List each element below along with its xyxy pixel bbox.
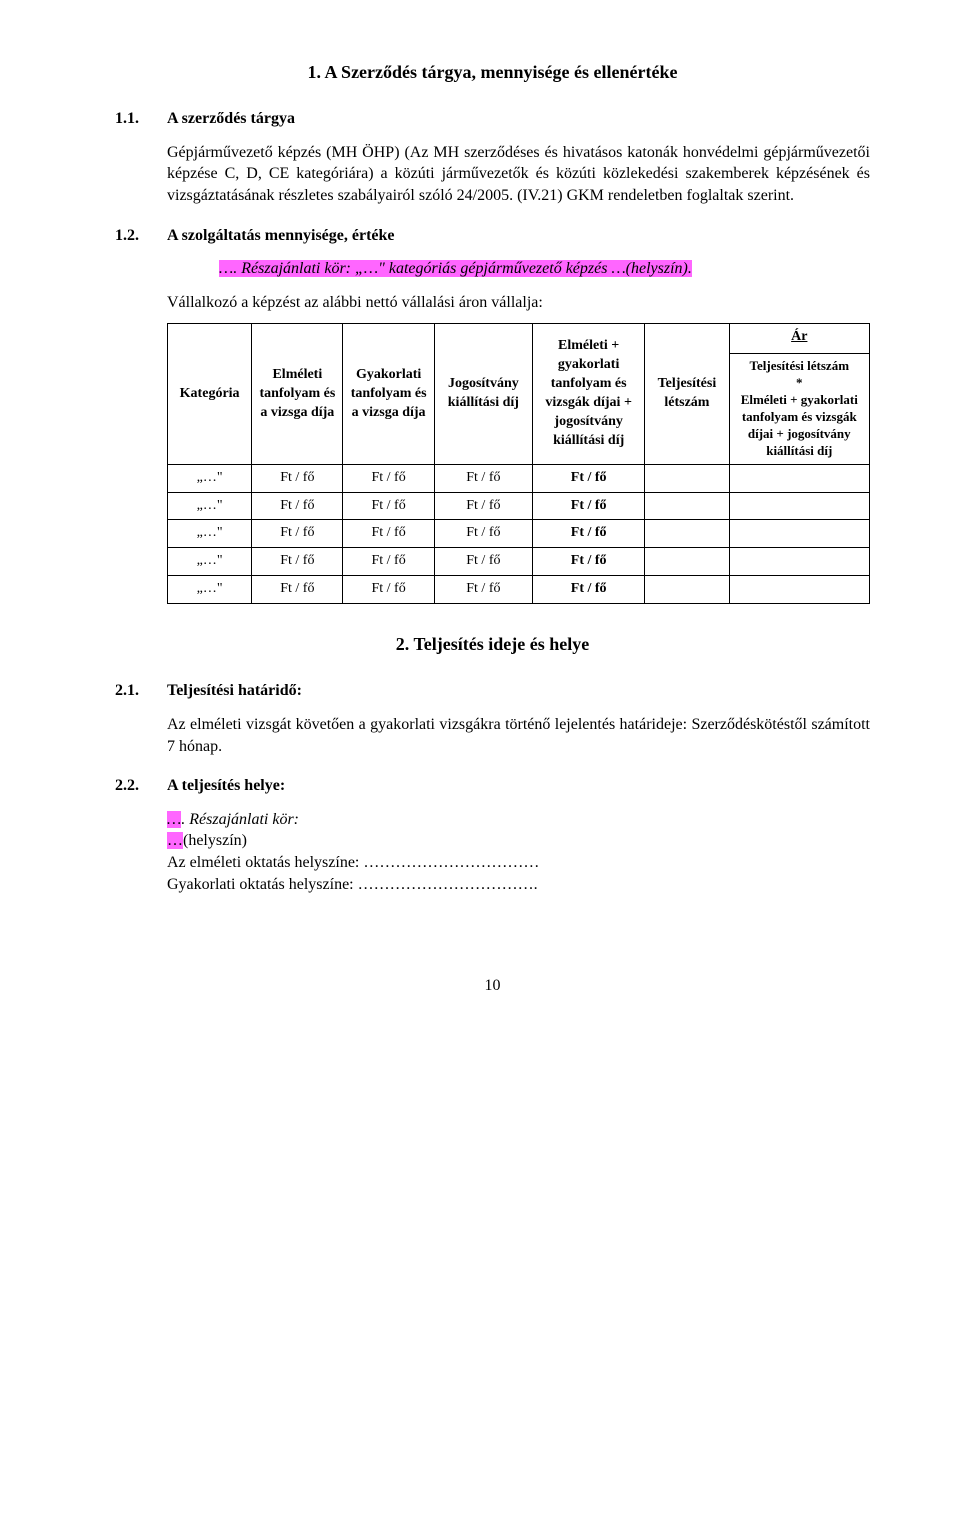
sub-1-1-number: 1.1. (115, 108, 139, 130)
cell-category: „…" (168, 520, 252, 548)
resz-line: …. Részajánlati kör: (167, 809, 870, 831)
table-cell: Ft / fő (434, 464, 532, 492)
table-row: „…"Ft / főFt / főFt / főFt / fő (168, 548, 870, 576)
table-cell: Ft / fő (434, 548, 532, 576)
table-cell-sum: Ft / fő (533, 492, 645, 520)
table-cell: Ft / fő (434, 492, 532, 520)
table-cell-sum: Ft / fő (533, 548, 645, 576)
table-cell-letszam (645, 576, 729, 604)
highlight-prefix: … (219, 260, 233, 277)
gyakorlati-line: Gyakorlati oktatás helyszíne: …………………………… (167, 874, 870, 896)
sub-1-2-number: 1.2. (115, 225, 139, 247)
sub-1-1-label: A szerződés tárgya (167, 108, 295, 130)
table-cell-total (729, 576, 869, 604)
sub-2-2-label: A teljesítés helye: (167, 775, 285, 797)
table-row: „…"Ft / főFt / főFt / főFt / fő (168, 520, 870, 548)
table-cell: Ft / fő (434, 576, 532, 604)
cell-category: „…" (168, 492, 252, 520)
table-cell: Ft / fő (343, 492, 434, 520)
table-row: „…"Ft / főFt / főFt / főFt / fő (168, 576, 870, 604)
table-cell: Ft / fő (252, 548, 343, 576)
header-ar: Ár (729, 324, 869, 354)
table-cell-sum: Ft / fő (533, 576, 645, 604)
header-kategoria: Kategória (168, 324, 252, 464)
table-cell-total (729, 492, 869, 520)
sub-2-1-label: Teljesítési határidő: (167, 680, 302, 702)
table-cell-total (729, 464, 869, 492)
paragraph-2-1: Az elméleti vizsgát követően a gyakorlat… (167, 714, 870, 757)
paragraph-1-1: Gépjárművezető képzés (MH ÖHP) (Az MH sz… (167, 142, 870, 207)
sub-1-2-label: A szolgáltatás mennyisége, értéke (167, 225, 395, 247)
table-row: „…"Ft / főFt / főFt / főFt / fő (168, 492, 870, 520)
helyszin-line: …(helyszín) (167, 830, 870, 852)
resz-body: . Részajánlati kör: (181, 811, 299, 828)
table-cell-total (729, 548, 869, 576)
table-cell-total (729, 520, 869, 548)
table-cell: Ft / fő (252, 520, 343, 548)
table-cell: Ft / fő (252, 464, 343, 492)
header-jogositvany: Jogosítvány kiállítási díj (434, 324, 532, 464)
header-last-text: Teljesítési létszám*Elméleti + gyakorlat… (741, 358, 858, 457)
table-cell: Ft / fő (343, 576, 434, 604)
header-elmeleti: Elméleti tanfolyam és a vizsga díja (252, 324, 343, 464)
cell-category: „…" (168, 464, 252, 492)
table-cell: Ft / fő (343, 548, 434, 576)
elmeleti-line: Az elméleti oktatás helyszíne: ………………………… (167, 852, 870, 874)
sub-1-1-heading: 1.1. A szerződés tárgya (115, 108, 870, 130)
helyszin-body: (helyszín) (183, 832, 247, 849)
table-cell-letszam (645, 464, 729, 492)
reszajanlati-line: …. Részajánlati kör: „…" kategóriás gépj… (219, 258, 870, 280)
header-last: Teljesítési létszám*Elméleti + gyakorlat… (729, 354, 869, 464)
table-cell-letszam (645, 548, 729, 576)
highlight-body: . Részajánlati kör: „…" kategóriás gépjá… (233, 260, 692, 277)
table-cell-letszam (645, 520, 729, 548)
table-row: „…"Ft / főFt / főFt / főFt / fő (168, 464, 870, 492)
page-number: 10 (115, 975, 870, 997)
table-cell: Ft / fő (252, 576, 343, 604)
sub-2-2-number: 2.2. (115, 775, 139, 797)
table-cell: Ft / fő (434, 520, 532, 548)
helyszin-prefix: … (167, 832, 183, 849)
header-letszam: Teljesítési létszám (645, 324, 729, 464)
table-cell-sum: Ft / fő (533, 520, 645, 548)
section-1-title: 1. A Szerződés tárgya, mennyisége és ell… (115, 60, 870, 84)
resz-prefix: … (167, 811, 181, 828)
teljesites-helye-block: …. Részajánlati kör: …(helyszín) Az elmé… (167, 809, 870, 895)
table-header-row-ar: Kategória Elméleti tanfolyam és a vizsga… (168, 324, 870, 354)
table-cell: Ft / fő (343, 520, 434, 548)
cell-category: „…" (168, 548, 252, 576)
vallalja-text: Vállalkozó a képzést az alábbi nettó vál… (167, 292, 870, 314)
table-cell-letszam (645, 492, 729, 520)
sub-1-2-heading: 1.2. A szolgáltatás mennyisége, értéke (115, 225, 870, 247)
pricing-table: Kategória Elméleti tanfolyam és a vizsga… (167, 323, 870, 604)
sub-2-1-heading: 2.1. Teljesítési határidő: (115, 680, 870, 702)
table-cell-sum: Ft / fő (533, 464, 645, 492)
table-cell: Ft / fő (343, 464, 434, 492)
sub-2-1-number: 2.1. (115, 680, 139, 702)
cell-category: „…" (168, 576, 252, 604)
sub-2-2-heading: 2.2. A teljesítés helye: (115, 775, 870, 797)
header-gyakorlati: Gyakorlati tanfolyam és a vizsga díja (343, 324, 434, 464)
section-2-title: 2. Teljesítés ideje és helye (115, 632, 870, 656)
header-osszesen: Elméleti + gyakorlati tanfolyam és vizsg… (533, 324, 645, 464)
table-cell: Ft / fő (252, 492, 343, 520)
